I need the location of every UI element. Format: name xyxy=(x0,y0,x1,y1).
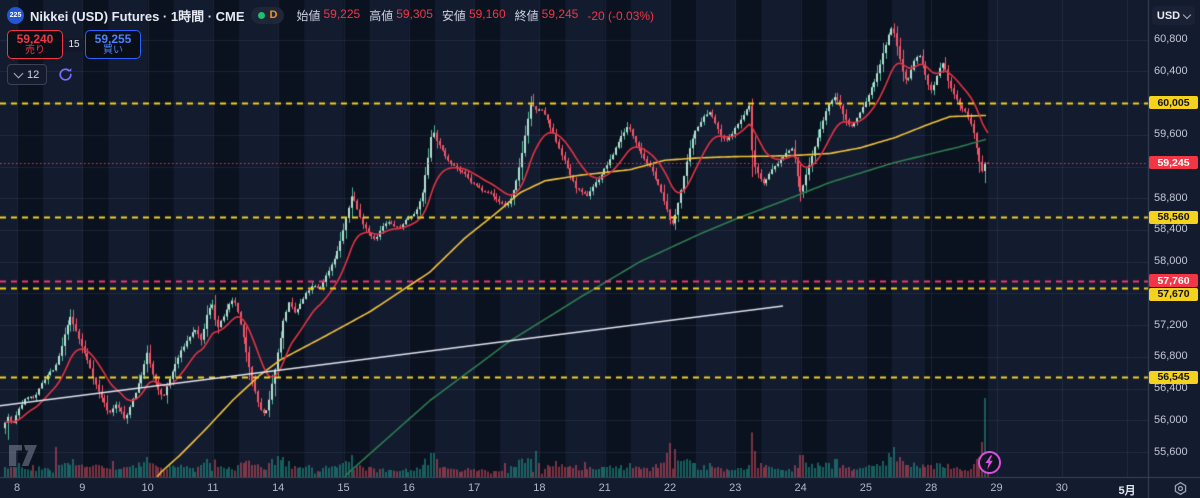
price-tick-label: 58,400 xyxy=(1154,223,1188,236)
price-tick-label: 57,200 xyxy=(1154,318,1188,331)
time-axis-label: 30 xyxy=(1055,482,1068,494)
chevron-down-icon xyxy=(1182,10,1192,19)
bar-count-dropdown[interactable]: 12 xyxy=(7,64,48,85)
ohlc-readout: 始値 59,225 高値 59,305 安値 59,160 終値 59,245 -20 … xyxy=(296,7,654,24)
market-status-pill: D xyxy=(250,7,285,24)
chevron-down-icon xyxy=(13,68,24,78)
time-scale[interactable]: 8 9 10 11 14 15 16 17 18 21 22 23 24 25 28 29 30 5月 xyxy=(0,478,1148,498)
price-level-label: 58,560 xyxy=(1149,210,1198,224)
price-tick-label: 60,800 xyxy=(1154,33,1188,46)
symbol-logo-icon[interactable]: 225 xyxy=(7,7,24,24)
time-axis-label: 23 xyxy=(729,482,742,494)
price-level-label: 57,670 xyxy=(1149,287,1198,301)
price-tick-label: 58,800 xyxy=(1154,191,1188,204)
symbol-title[interactable]: Nikkei (USD) Futures · 1時間 · CME xyxy=(30,9,245,24)
buy-price: 59,255 xyxy=(94,32,132,46)
high-value: 59,305 xyxy=(396,7,433,21)
chart-tools-row: 12 xyxy=(7,64,74,85)
high-label: 高値 xyxy=(369,9,394,23)
time-axis-label: 17 xyxy=(467,482,481,494)
time-axis-label: 9 xyxy=(79,482,86,494)
spread-value: 15 xyxy=(64,37,84,52)
price-tick-label: 56,000 xyxy=(1154,413,1188,426)
time-axis-label: 24 xyxy=(794,482,807,494)
open-value: 59,225 xyxy=(323,7,361,21)
low-value: 59,160 xyxy=(468,7,506,21)
time-axis-label: 22 xyxy=(663,482,677,494)
price-tick-label: 55,600 xyxy=(1154,445,1188,458)
time-axis-label: 29 xyxy=(990,482,1003,494)
price-tick-label: 56,400 xyxy=(1154,382,1188,395)
time-axis-label: 10 xyxy=(141,482,154,494)
refresh-icon[interactable] xyxy=(57,66,74,83)
open-label: 始値 xyxy=(296,9,321,23)
currency-label: USD xyxy=(1156,9,1181,22)
time-axis-label: 28 xyxy=(925,482,938,494)
close-value: 59,245 xyxy=(541,7,579,21)
sell-button[interactable]: 59,240 売り xyxy=(7,30,63,59)
price-level-label: 57,760 xyxy=(1149,274,1198,288)
scale-settings-gear-icon[interactable] xyxy=(1167,481,1193,496)
time-axis-label: 14 xyxy=(272,482,285,494)
time-axis-label: 8 xyxy=(13,482,21,494)
buy-button[interactable]: 59,255 買い xyxy=(85,30,141,59)
sell-price: 59,240 xyxy=(16,32,54,46)
time-axis-label: 16 xyxy=(402,482,415,494)
price-tick-label: 58,000 xyxy=(1154,255,1188,268)
instant-trading-lightning-icon[interactable] xyxy=(977,450,1002,475)
price-scale[interactable]: 60,800 60,400 59,600 58,800 58,400 58,000 57,2… xyxy=(1149,0,1200,477)
currency-unit-button[interactable]: USD xyxy=(1152,6,1195,25)
price-level-label: 60,005 xyxy=(1149,96,1198,110)
time-axis-label: 18 xyxy=(533,482,546,494)
change-value: -20 (-0.03%) xyxy=(587,8,655,23)
trade-panel: 59,240 売り 15 59,255 買い xyxy=(7,30,141,59)
time-axis-label: 15 xyxy=(337,482,350,494)
time-axis-label: 11 xyxy=(207,482,219,494)
low-label: 安値 xyxy=(441,9,466,23)
bar-count-value: 12 xyxy=(27,68,40,81)
close-label: 終値 xyxy=(514,9,539,23)
time-axis-label: 25 xyxy=(859,482,873,494)
delayed-data-badge[interactable]: D xyxy=(269,9,278,21)
buy-label: 買い xyxy=(103,45,123,56)
current-price-label: 59,245 xyxy=(1149,156,1198,170)
market-open-dot-icon xyxy=(257,12,265,19)
price-level-label: 56,545 xyxy=(1149,370,1198,384)
price-tick-label: 56,800 xyxy=(1154,350,1188,363)
tradingview-logo-watermark xyxy=(8,444,38,472)
price-tick-label: 59,600 xyxy=(1154,128,1188,141)
time-axis-label: 21 xyxy=(598,482,611,494)
price-tick-label: 60,400 xyxy=(1154,64,1188,77)
symbol-legend: 225 Nikkei (USD) Futures · 1時間 · CME D 始… xyxy=(7,6,654,25)
sell-label: 売り xyxy=(25,45,45,56)
time-axis-label: 5月 xyxy=(1118,485,1136,497)
